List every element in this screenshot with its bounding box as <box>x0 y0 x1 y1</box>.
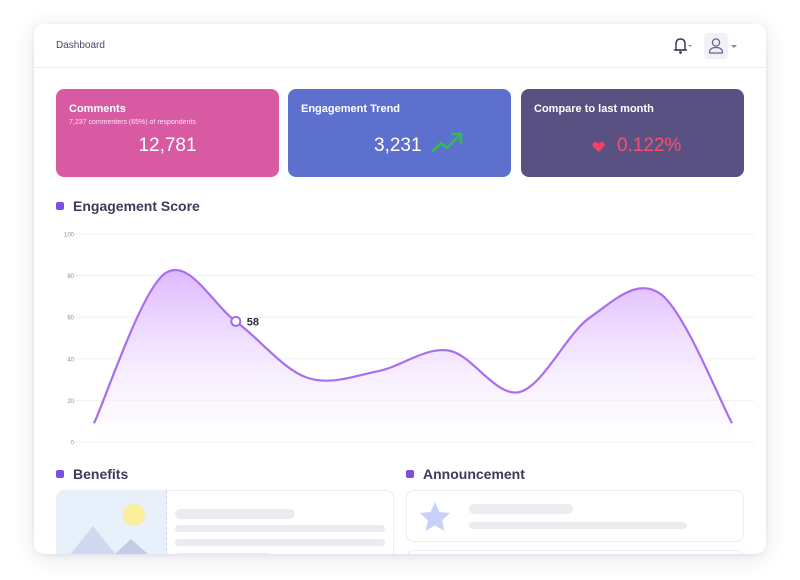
landscape-icon <box>70 504 148 554</box>
star-icon <box>420 502 450 531</box>
engagement-score-heading: Engagement Score <box>56 198 200 214</box>
y-tick-label: 20 <box>67 399 74 405</box>
dashboard-window: Dashboard Comments 7,237 co <box>34 24 766 554</box>
skeleton-line <box>175 509 295 519</box>
y-tick-label: 60 <box>67 316 74 322</box>
card-title: Compare to last month <box>534 103 654 115</box>
trend-up-icon <box>431 132 463 153</box>
y-tick-label: 0 <box>71 441 75 447</box>
y-tick-label: 80 <box>67 274 74 280</box>
y-tick-label: 40 <box>67 357 74 363</box>
engagement-trend-card[interactable]: Engagement Trend 3,231 <box>288 89 511 177</box>
announcement-card[interactable] <box>406 490 744 542</box>
skeleton-line <box>175 539 385 546</box>
section-marker <box>56 470 64 478</box>
card-subtitle: 7,237 commenters (65%) of respondents <box>69 119 196 126</box>
heart-icon <box>592 141 605 152</box>
announcement-heading: Announcement <box>406 466 525 482</box>
data-label: 58 <box>247 316 259 328</box>
series-area <box>94 269 732 442</box>
section-title: Announcement <box>423 466 525 482</box>
skeleton-line <box>469 522 687 529</box>
skeleton-line <box>175 553 270 554</box>
y-tick-label: 100 <box>64 233 75 239</box>
stat-cards: Comments 7,237 commenters (65%) of respo… <box>56 89 744 177</box>
benefits-card[interactable] <box>56 490 394 554</box>
card-value: 3,231 <box>374 135 422 156</box>
skeleton-line <box>175 525 385 532</box>
image-placeholder <box>57 491 167 554</box>
card-value: 12,781 <box>138 135 197 156</box>
data-point-marker[interactable] <box>230 315 242 327</box>
breadcrumb[interactable]: Dashboard <box>56 40 105 51</box>
section-marker <box>56 202 64 210</box>
benefits-heading: Benefits <box>56 466 128 482</box>
card-title: Engagement Trend <box>301 103 401 115</box>
user-icon <box>708 38 724 54</box>
section-marker <box>406 470 414 478</box>
avatar[interactable] <box>704 33 728 59</box>
card-value: 0.122% <box>617 135 682 156</box>
series-line <box>93 268 733 424</box>
skeleton-line <box>469 504 573 514</box>
engagement-score-chart: 0 20 40 60 80 100 58 <box>64 233 754 447</box>
comments-card[interactable]: Comments 7,237 commenters (65%) of respo… <box>56 89 279 177</box>
section-title: Benefits <box>73 466 129 482</box>
chevron-down-icon <box>731 45 737 48</box>
bell-icon[interactable] <box>668 36 694 56</box>
top-bar: Dashboard <box>34 24 766 68</box>
section-title: Engagement Score <box>73 198 200 214</box>
compare-last-month-card[interactable]: Compare to last month 0.122% <box>521 89 744 177</box>
announcement-card[interactable] <box>406 550 744 554</box>
user-menu-button[interactable] <box>704 33 738 59</box>
card-title: Comments <box>69 103 126 115</box>
